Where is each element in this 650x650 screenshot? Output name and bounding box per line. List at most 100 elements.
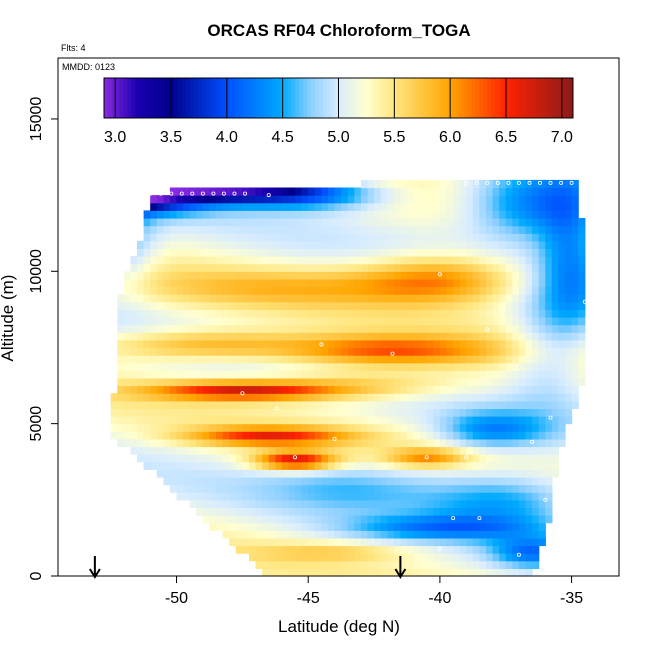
- heatmap-cell: [532, 202, 540, 211]
- heatmap-cell: [314, 294, 322, 303]
- heatmap-cell: [229, 400, 237, 409]
- heatmap-cell: [189, 324, 197, 333]
- heatmap-cell: [328, 515, 336, 524]
- heatmap-cell: [486, 263, 494, 272]
- heatmap-cell: [446, 362, 454, 371]
- heatmap-cell: [433, 400, 441, 409]
- heatmap-cell: [123, 332, 131, 341]
- heatmap-cell: [407, 560, 415, 569]
- heatmap-cell: [420, 256, 428, 265]
- heatmap-cell: [176, 423, 184, 432]
- heatmap-cell: [499, 233, 507, 242]
- heatmap-cell: [334, 347, 342, 356]
- heatmap-cell: [360, 294, 369, 303]
- heatmap-cell: [189, 499, 197, 508]
- heatmap-cell: [328, 408, 336, 417]
- colorbar-segment: [287, 78, 293, 118]
- heatmap-cell: [505, 560, 513, 569]
- heatmap-cell: [512, 271, 520, 280]
- heatmap-cell: [143, 438, 151, 448]
- heatmap-cell: [387, 568, 395, 577]
- heatmap-cell: [374, 499, 382, 508]
- heatmap-cell: [150, 309, 158, 318]
- heatmap-cell: [518, 438, 527, 448]
- heatmap-cell: [354, 385, 362, 394]
- heatmap-cell: [328, 438, 336, 448]
- heatmap-cell: [545, 240, 553, 249]
- heatmap-cell: [229, 477, 237, 486]
- heatmap-cell: [439, 339, 448, 349]
- heatmap-cell: [426, 408, 434, 417]
- heatmap-cell: [202, 248, 211, 257]
- heatmap-cell: [354, 362, 362, 371]
- heatmap-cell: [295, 522, 303, 531]
- heatmap-cell: [413, 240, 421, 249]
- colorbar-segment: [107, 78, 113, 118]
- heatmap-cell: [137, 400, 145, 409]
- heatmap-cell: [354, 317, 362, 326]
- heatmap-cell: [400, 515, 408, 524]
- heatmap-cell: [459, 301, 467, 310]
- heatmap-cell: [505, 202, 513, 211]
- heatmap-cell: [525, 263, 533, 272]
- heatmap-cell: [281, 347, 290, 356]
- heatmap-cell: [374, 278, 382, 288]
- heatmap-cell: [117, 393, 125, 402]
- heatmap-cell: [538, 469, 546, 478]
- heatmap-cell: [314, 530, 322, 539]
- heatmap-cell: [328, 507, 336, 516]
- heatmap-cell: [413, 263, 421, 272]
- heatmap-cell: [505, 332, 513, 341]
- heatmap-cell: [301, 370, 309, 379]
- heatmap-cell: [169, 339, 178, 349]
- heatmap-cell: [433, 446, 441, 455]
- heatmap-cell: [262, 278, 270, 288]
- heatmap-cell: [565, 393, 573, 402]
- sample-point: [274, 406, 279, 411]
- heatmap-cell: [222, 370, 230, 379]
- heatmap-cell: [472, 256, 480, 265]
- heatmap-cell: [268, 385, 276, 394]
- heatmap-cell: [328, 210, 336, 219]
- heatmap-cell: [249, 477, 257, 486]
- colorbar-segment: [510, 78, 515, 118]
- heatmap-cell: [328, 309, 336, 318]
- heatmap-cell: [110, 400, 118, 409]
- heatmap-cell: [130, 408, 138, 417]
- heatmap-cell: [183, 461, 191, 470]
- heatmap-cell: [169, 332, 178, 341]
- heatmap-cell: [275, 469, 283, 478]
- heatmap-cell: [288, 438, 296, 448]
- heatmap-cell: [360, 210, 369, 219]
- heatmap-cell: [400, 385, 408, 394]
- heatmap-cell: [360, 324, 369, 333]
- heatmap-cell: [222, 484, 230, 493]
- heatmap-cell: [407, 210, 415, 219]
- heatmap-cell: [189, 225, 197, 234]
- heatmap-cell: [262, 423, 270, 432]
- heatmap-cell: [525, 278, 533, 288]
- sample-point: [548, 415, 553, 420]
- heatmap-cell: [538, 271, 546, 280]
- heatmap-cell: [393, 362, 401, 371]
- heatmap-cell: [196, 286, 204, 295]
- heatmap-cell: [249, 355, 257, 364]
- heatmap-cell: [505, 515, 513, 524]
- heatmap-cell: [163, 431, 171, 440]
- heatmap-cell: [183, 263, 191, 272]
- heatmap-cell: [328, 187, 336, 196]
- heatmap-cell: [380, 324, 388, 333]
- heatmap-cell: [413, 400, 421, 409]
- heatmap-cell: [538, 431, 546, 440]
- heatmap-cell: [288, 370, 296, 379]
- heatmap-cell: [196, 317, 204, 326]
- heatmap-cell: [334, 370, 342, 379]
- heatmap-cell: [189, 202, 197, 211]
- heatmap-cell: [380, 286, 388, 295]
- heatmap-cell: [202, 400, 211, 409]
- heatmap-cell: [532, 187, 540, 196]
- heatmap-cell: [341, 537, 349, 547]
- sample-point: [495, 180, 500, 185]
- heatmap-cell: [486, 256, 494, 265]
- heatmap-cell: [420, 286, 428, 295]
